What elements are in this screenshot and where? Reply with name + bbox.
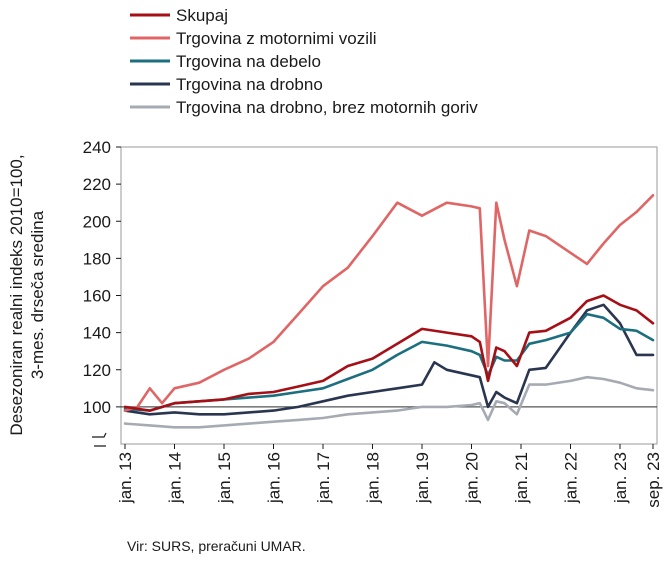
x-tick-label: jan. 15	[215, 452, 234, 504]
y-axis-label-line: 3-mes. drseča sredina	[28, 210, 47, 379]
x-tick-label: jan. 23	[611, 452, 630, 504]
x-tick-label: jan. 19	[413, 452, 432, 504]
x-axis: jan. 13 jan. 14 jan. 15 jan. 16 jan. 17 jan. …	[116, 444, 663, 508]
y-axis-label-line: Desezoniran realni indeks 2010=100,	[7, 154, 26, 435]
y-tick-label: 220	[83, 175, 111, 194]
legend-label: Skupaj	[176, 6, 228, 25]
y-axis: 100 120 140 160 180 200 220 240	[83, 138, 121, 417]
x-tick-label: jan. 18	[364, 452, 383, 504]
x-tick-label: jan. 16	[265, 452, 284, 504]
x-tick-label: jan. 20	[463, 452, 482, 504]
series-line-1	[123, 294, 655, 412]
legend: Skupaj Trgovina z motornimi vozili Trgovin…	[130, 6, 478, 117]
y-tick-label: 160	[83, 287, 111, 306]
series-line-3	[123, 312, 655, 412]
y-tick-label: 100	[83, 398, 111, 417]
legend-label: Trgovina z motornimi vozili	[176, 29, 377, 48]
series-line-5	[123, 375, 655, 429]
y-axis-label: Desezoniran realni indeks 2010=100, 3-mes…	[7, 154, 47, 435]
axis-break-icon	[92, 432, 107, 447]
x-tick-label: jan. 21	[512, 452, 531, 504]
legend-label: Trgovina na drobno, brez motornih goriv	[176, 98, 478, 117]
y-tick-label: 120	[83, 361, 111, 380]
y-tick-label: 180	[83, 249, 111, 268]
legend-label: Trgovina na debelo	[176, 52, 321, 71]
y-tick-label: 200	[83, 212, 111, 231]
series-line-2	[123, 194, 655, 412]
x-tick-label: jan. 14	[166, 452, 185, 504]
y-tick-label: 240	[83, 138, 111, 157]
x-tick-label: sep. 23	[644, 452, 663, 508]
x-tick-label: jan. 13	[116, 452, 135, 504]
y-tick-label: 140	[83, 324, 111, 343]
x-tick-label: jan. 22	[562, 452, 581, 504]
source-note: Vir: SURS, preračuni UMAR.	[127, 538, 306, 554]
x-tick-label: jan. 17	[314, 452, 333, 504]
plot-frame	[120, 146, 658, 445]
series-group	[123, 194, 655, 429]
legend-label: Trgovina na drobno	[176, 75, 323, 94]
